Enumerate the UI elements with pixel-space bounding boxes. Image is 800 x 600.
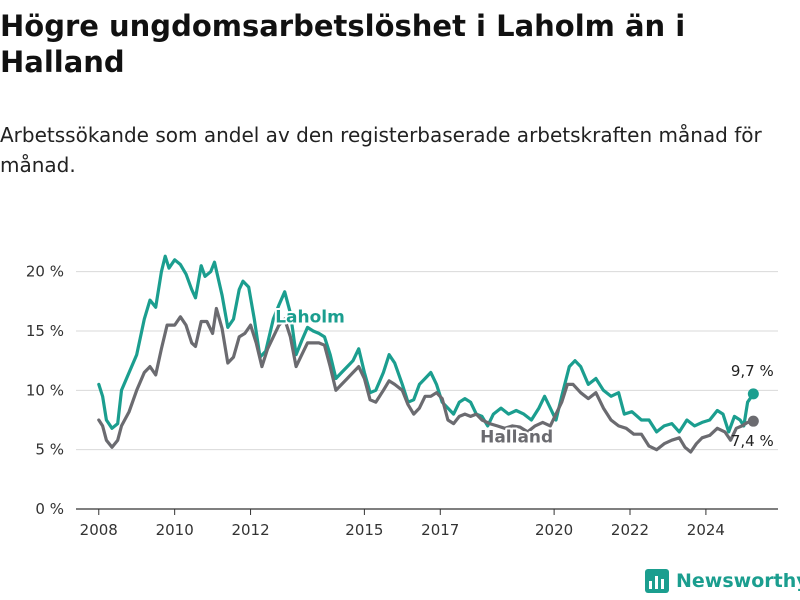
series-line-laholm xyxy=(97,254,755,434)
y-tick-label: 5 % xyxy=(35,441,64,459)
bar-chart-icon xyxy=(645,569,669,593)
y-tick-label: 15 % xyxy=(26,322,64,340)
x-tick-label: 2024 xyxy=(687,521,725,539)
end-point-halland xyxy=(747,415,759,427)
y-tick-label: 20 % xyxy=(26,263,64,281)
series-line-halland xyxy=(97,306,755,454)
axes: 0 % 5 % 10 % 15 % 20 % 2008 2010 2012 2015 2017 20… xyxy=(26,263,725,539)
labels: 9,7 % 7,4 % Laholm Halland xyxy=(273,306,774,450)
series xyxy=(97,254,759,454)
chart-subtitle: Arbetssökande som andel av den registerb… xyxy=(0,123,762,177)
x-tick-label: 2010 xyxy=(156,521,194,539)
x-tick-label: 2022 xyxy=(611,521,649,539)
series-label-halland: Halland xyxy=(480,428,553,448)
y-tick-label: 0 % xyxy=(35,500,64,518)
end-point-laholm xyxy=(747,388,759,400)
x-tick-label: 2012 xyxy=(231,521,269,539)
x-tick-label: 2017 xyxy=(421,521,459,539)
series-label-laholm: Laholm xyxy=(275,308,345,328)
brand-name: Newsworthy xyxy=(676,570,800,592)
x-tick-label: 2015 xyxy=(345,521,383,539)
end-label-laholm: 9,7 % xyxy=(731,362,774,380)
x-tick-label: 2020 xyxy=(535,521,573,539)
end-label-halland: 7,4 % xyxy=(731,432,774,450)
gridlines xyxy=(76,271,778,510)
y-tick-label: 10 % xyxy=(26,381,64,399)
x-tick-label: 2008 xyxy=(80,521,118,539)
chart-title: Högre ungdomsarbetslöshet i Laholm än i … xyxy=(0,9,686,79)
brand[interactable]: Newsworthy xyxy=(645,569,800,593)
